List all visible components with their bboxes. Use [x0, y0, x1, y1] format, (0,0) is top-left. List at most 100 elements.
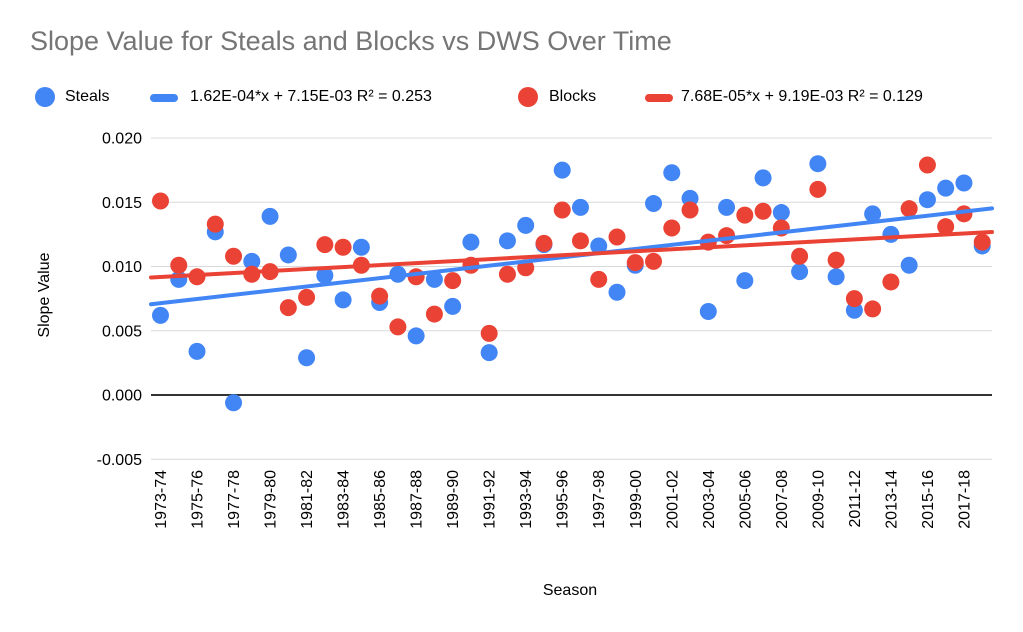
steals-point — [955, 174, 973, 192]
blocks-point — [407, 268, 425, 286]
steals-point — [827, 268, 845, 286]
x-tick-label: 1987-88 — [409, 470, 426, 529]
blocks-point — [206, 215, 224, 233]
blocks-point — [973, 233, 991, 251]
blocks-point — [498, 265, 516, 283]
legend-item-steals-trend — [150, 86, 178, 108]
blocks-point — [754, 202, 772, 220]
legend-label-steals: Steals — [65, 86, 109, 108]
blocks-point — [882, 273, 900, 291]
steals-dot-icon — [35, 87, 55, 107]
x-tick-label: 2011-12 — [847, 470, 864, 528]
blocks-point — [170, 256, 188, 274]
steals-point — [444, 297, 462, 315]
blocks-trend-equation: 7.68E-05*x + 9.19E-03 R² = 0.129 — [681, 88, 923, 105]
x-tick-label: 1993-94 — [518, 470, 535, 529]
legend-item-blocks-trend — [645, 86, 673, 108]
blocks-point — [845, 290, 863, 308]
x-tick-label: 1979-80 — [263, 470, 280, 529]
x-tick-label: 1977-78 — [226, 470, 243, 529]
blocks-point — [864, 300, 882, 318]
blocks-point — [444, 272, 462, 290]
steals-point — [298, 349, 316, 367]
blocks-trendline — [149, 229, 994, 280]
blocks-point — [535, 234, 553, 252]
blocks-point — [937, 218, 955, 236]
steals-point — [517, 216, 535, 234]
steals-point — [425, 270, 443, 288]
steals-point — [334, 291, 352, 309]
steals-point — [243, 252, 261, 270]
blocks-point — [571, 232, 589, 250]
blocks-label: Blocks — [549, 88, 597, 105]
blocks-point — [900, 200, 918, 218]
x-axis-title: Season — [542, 582, 598, 599]
steals-point — [480, 344, 498, 362]
blocks-point — [553, 201, 571, 219]
steals-point — [590, 237, 608, 255]
x-tick-label: 2001-02 — [664, 470, 681, 529]
x-tick-label: 1985-86 — [372, 470, 389, 529]
x-tick-label: 2013-14 — [883, 470, 900, 529]
blocks-point — [316, 236, 334, 254]
steals-point — [736, 272, 754, 290]
blocks-point — [225, 247, 243, 265]
steals-point — [188, 342, 206, 360]
steals-point — [261, 207, 279, 225]
steals-point — [809, 155, 827, 173]
blocks-point — [590, 270, 608, 288]
blocks-point — [480, 324, 498, 342]
x-tick-label: 2005-06 — [737, 470, 754, 529]
legend-label-blocks: Blocks — [549, 86, 596, 108]
steals-point — [864, 205, 882, 223]
steals-point — [791, 263, 809, 281]
steals-point — [772, 204, 790, 222]
x-tick-label: 2003-04 — [701, 470, 718, 529]
y-tick-label: -0.005 — [97, 452, 142, 469]
blocks-point — [298, 288, 316, 306]
x-tick-label: 1995-96 — [555, 470, 572, 529]
steals-label: Steals — [65, 88, 110, 105]
blocks-point — [608, 228, 626, 246]
blocks-trendline-icon — [645, 93, 673, 102]
blocks-point — [371, 287, 389, 305]
blocks-point — [334, 238, 352, 256]
blocks-point — [718, 227, 736, 245]
steals-point — [937, 179, 955, 197]
blocks-point — [827, 251, 845, 269]
x-tick-label: 2009-10 — [810, 470, 827, 529]
steals-point — [407, 327, 425, 345]
steals-trendline-icon — [150, 93, 178, 102]
legend-label-steals-trend: 1.62E-04*x + 7.15E-03 R² = 0.253 — [190, 86, 432, 108]
x-tick-label: 1991-92 — [482, 470, 499, 529]
steals-point — [571, 198, 589, 216]
y-tick-label: 0.005 — [102, 323, 142, 340]
x-tick-label: 1973-74 — [153, 470, 170, 529]
steals-point — [279, 246, 297, 264]
chart-title: Slope Value for Steals and Blocks vs DWS… — [30, 26, 672, 56]
legend-item-blocks — [518, 86, 538, 108]
steals-point — [918, 191, 936, 209]
steals-point — [553, 161, 571, 179]
x-tick-label: 2007-08 — [774, 470, 791, 529]
x-tick-label: 1997-98 — [591, 470, 608, 529]
steals-point — [316, 267, 334, 285]
blocks-point — [791, 247, 809, 265]
steals-trend-equation: 1.62E-04*x + 7.15E-03 R² = 0.253 — [190, 88, 432, 105]
steals-point — [498, 232, 516, 250]
blocks-point — [152, 192, 169, 210]
steals-point — [225, 394, 243, 412]
x-tick-label: 2015-16 — [920, 470, 937, 529]
blocks-dot-icon — [518, 87, 538, 107]
blocks-point — [279, 299, 297, 317]
blocks-point — [918, 156, 936, 174]
blocks-point — [626, 254, 644, 272]
steals-point — [462, 233, 480, 251]
y-tick-label: 0.020 — [102, 131, 142, 148]
blocks-point — [663, 219, 681, 237]
x-tick-label: 1975-76 — [190, 470, 207, 529]
steals-point — [663, 164, 681, 182]
steals-point — [608, 283, 626, 301]
x-tick-label: 1989-90 — [445, 470, 462, 529]
